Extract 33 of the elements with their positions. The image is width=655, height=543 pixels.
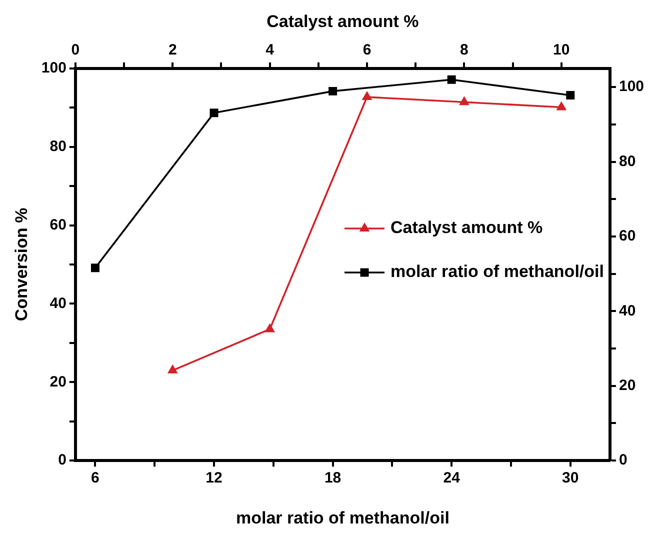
y-tick-label: 0 xyxy=(58,452,66,469)
x-tick-label: 6 xyxy=(91,470,100,487)
y2-tick-label: 100 xyxy=(618,78,644,96)
y-tick-label: 80 xyxy=(50,138,66,155)
y2-tick-label: 40 xyxy=(618,302,636,320)
x2-axis-title: Catalyst amount % xyxy=(266,12,419,31)
y2-tick-label: 80 xyxy=(618,152,636,170)
y-tick-label: 100 xyxy=(41,60,66,77)
y2-tick-label: 60 xyxy=(618,228,636,245)
y2-tick-label: 20 xyxy=(618,377,636,394)
legend-label: molar ratio of methanol/oil xyxy=(390,262,604,282)
x2-tick-label: 10 xyxy=(553,42,570,59)
x-tick-label: 30 xyxy=(562,470,579,487)
x-tick-label: 24 xyxy=(443,470,461,487)
y-tick-label: 40 xyxy=(50,294,66,312)
x2-tick-label: 8 xyxy=(460,42,468,59)
x2-tick-label: 6 xyxy=(362,42,372,59)
point xyxy=(566,91,575,100)
point xyxy=(210,108,218,118)
point xyxy=(328,86,338,96)
x2-tick-label: 0 xyxy=(71,42,80,59)
point xyxy=(447,75,456,84)
y-tick-label: 60 xyxy=(50,216,66,234)
y2-tick-label: 0 xyxy=(618,452,628,469)
y-tick-label: 20 xyxy=(50,373,66,390)
x-tick-label: 12 xyxy=(206,470,222,487)
legend-label: Catalyst amount % xyxy=(390,218,543,238)
x-axis-title: molar ratio of methanol/oil xyxy=(236,508,450,528)
x2-tick-label: 4 xyxy=(266,42,275,59)
x2-tick-label: 2 xyxy=(168,42,177,59)
y-axis-title: Conversion % xyxy=(12,208,31,322)
x-tick-label: 18 xyxy=(324,470,342,487)
point xyxy=(90,264,100,272)
